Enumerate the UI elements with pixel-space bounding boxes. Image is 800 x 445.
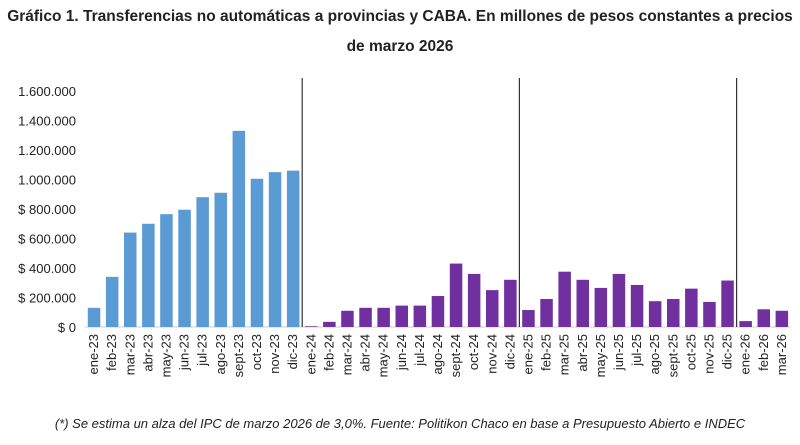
bar-jul-24 bbox=[413, 305, 427, 327]
bar-nov-23 bbox=[268, 172, 282, 327]
x-tick-label: abr-24 bbox=[358, 334, 373, 372]
bar-feb-25 bbox=[540, 298, 553, 327]
y-tick-label: 1.200.000 bbox=[18, 143, 76, 158]
x-tick-label: ago-25 bbox=[647, 334, 662, 374]
bar-jun-25 bbox=[612, 273, 626, 327]
bar-feb-24 bbox=[323, 321, 336, 327]
bar-ene-24 bbox=[305, 326, 318, 327]
x-tick-label: ene-25 bbox=[520, 334, 535, 374]
y-tick-label: $ 200.000 bbox=[18, 291, 76, 306]
chart-title-line1: Gráfico 1. Transferencias no automáticas… bbox=[7, 8, 793, 25]
bar-ago-25 bbox=[648, 301, 662, 327]
x-tick-label: ene-26 bbox=[738, 334, 753, 374]
bar-feb-26 bbox=[757, 309, 770, 327]
x-tick-label: abr-23 bbox=[140, 334, 155, 372]
x-tick-label: ene-23 bbox=[86, 334, 101, 374]
y-tick-label: 1.000.000 bbox=[18, 173, 76, 188]
x-tick-label: ago-23 bbox=[213, 334, 228, 374]
x-tick-label: oct-25 bbox=[683, 334, 698, 370]
bar-may-23 bbox=[160, 214, 173, 327]
x-tick-label: mar-25 bbox=[557, 334, 572, 375]
bar-oct-24 bbox=[467, 273, 481, 327]
y-tick-label: $ 800.000 bbox=[18, 202, 76, 217]
bar-ene-23 bbox=[87, 307, 101, 327]
bar-mar-24 bbox=[341, 310, 354, 327]
chart-footnote: (*) Se estima un alza del IPC de marzo 2… bbox=[54, 416, 746, 431]
y-tick-label: $ 400.000 bbox=[18, 261, 76, 276]
x-tick-label: nov-24 bbox=[484, 334, 499, 374]
x-tick-label: abr-25 bbox=[575, 334, 590, 372]
bar-may-25 bbox=[594, 287, 608, 327]
x-tick-label: sept-25 bbox=[665, 334, 680, 377]
x-tick-label: may-25 bbox=[593, 334, 608, 377]
bar-dic-23 bbox=[286, 170, 300, 327]
bar-dic-25 bbox=[721, 280, 734, 327]
x-tick-label: feb-24 bbox=[321, 334, 336, 371]
x-tick-label: ene-24 bbox=[303, 334, 318, 374]
bar-ago-24 bbox=[431, 296, 445, 327]
bar-jun-23 bbox=[178, 209, 191, 327]
x-tick-label: mar-26 bbox=[774, 334, 789, 375]
x-tick-label: oct-24 bbox=[466, 334, 481, 370]
bar-abr-23 bbox=[142, 223, 155, 327]
bar-nov-25 bbox=[703, 301, 716, 327]
x-tick-label: jun-23 bbox=[177, 334, 192, 371]
x-tick-label: may-24 bbox=[376, 334, 391, 377]
x-tick-label: jul-24 bbox=[412, 334, 427, 367]
bar-sept-25 bbox=[667, 298, 680, 327]
bar-mar-23 bbox=[124, 232, 137, 327]
bar-may-24 bbox=[377, 307, 390, 327]
bar-jul-25 bbox=[630, 284, 644, 327]
x-tick-label: nov-25 bbox=[701, 334, 716, 374]
x-tick-label: feb-23 bbox=[104, 334, 119, 371]
y-tick-label: $ 600.000 bbox=[18, 232, 76, 247]
x-tick-label: ago-24 bbox=[430, 334, 445, 374]
y-tick-label: 1.400.000 bbox=[18, 114, 76, 129]
x-tick-label: oct-23 bbox=[249, 334, 264, 370]
x-tick-label: jul-25 bbox=[629, 334, 644, 367]
x-tick-label: dic-25 bbox=[720, 334, 735, 369]
x-tick-label: nov-23 bbox=[267, 334, 282, 374]
y-tick-label: 1.600.000 bbox=[18, 84, 76, 99]
x-tick-label: may-23 bbox=[158, 334, 173, 377]
bar-jul-23 bbox=[196, 197, 209, 327]
x-tick-label: feb-25 bbox=[539, 334, 554, 371]
bar-feb-23 bbox=[105, 276, 119, 327]
bar-jun-24 bbox=[395, 305, 408, 327]
chart-title-line2: de marzo 2026 bbox=[346, 38, 454, 55]
x-tick-label: sept-23 bbox=[231, 334, 246, 377]
bar-ene-25 bbox=[522, 310, 535, 327]
bar-nov-24 bbox=[486, 290, 499, 327]
bar-abr-24 bbox=[359, 307, 372, 327]
bar-abr-25 bbox=[576, 279, 589, 327]
x-tick-label: dic-23 bbox=[285, 334, 300, 369]
x-tick-label: mar-23 bbox=[122, 334, 137, 375]
bar-sept-23 bbox=[232, 130, 246, 327]
bar-ene-26 bbox=[739, 321, 752, 327]
x-tick-label: jul-23 bbox=[195, 334, 210, 367]
x-tick-label: jun-25 bbox=[611, 334, 626, 371]
bar-dic-24 bbox=[504, 279, 517, 327]
x-tick-label: jun-24 bbox=[394, 334, 409, 371]
bar-mar-25 bbox=[558, 271, 571, 327]
bar-oct-23 bbox=[250, 178, 264, 327]
bar-oct-25 bbox=[685, 288, 698, 327]
x-tick-label: sept-24 bbox=[448, 334, 463, 377]
bar-sept-24 bbox=[449, 263, 463, 327]
bar-mar-26 bbox=[775, 310, 789, 327]
y-tick-label: $ 0 bbox=[58, 320, 76, 335]
bar-ago-23 bbox=[214, 192, 227, 327]
x-tick-label: dic-24 bbox=[502, 334, 517, 369]
x-tick-label: mar-24 bbox=[339, 334, 354, 375]
x-tick-label: feb-26 bbox=[756, 334, 771, 371]
